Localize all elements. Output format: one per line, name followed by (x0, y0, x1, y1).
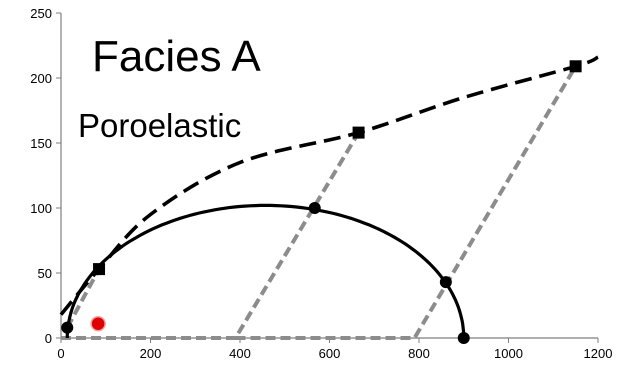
y-tick-label: 200 (30, 71, 52, 86)
x-tick-label: 600 (319, 346, 341, 361)
plot-marks (59, 55, 599, 344)
x-tick-label: 800 (408, 346, 430, 361)
y-tick-label: 100 (30, 201, 52, 216)
mohr-circle-line (65, 203, 466, 339)
x-tick-label: 400 (229, 346, 251, 361)
x-tick-label: 1000 (494, 346, 523, 361)
red-data-point (90, 315, 106, 332)
y-tick-label: 0 (45, 331, 52, 346)
envelope-square-marker (569, 60, 582, 73)
stress-path-line (235, 65, 578, 340)
y-tick-label: 250 (30, 6, 52, 21)
poroelastic-label: Poroelastic (78, 107, 241, 144)
failure-envelope-line (59, 55, 599, 316)
x-tick-label: 0 (57, 346, 64, 361)
y-tick-label: 50 (38, 266, 52, 281)
x-tick-label: 1200 (584, 346, 613, 361)
mohr-circle-point (61, 321, 74, 334)
mohr-circle-point (439, 276, 452, 289)
y-tick-label: 150 (30, 136, 52, 151)
envelope-square-marker (352, 126, 365, 139)
envelope-square-marker (93, 263, 106, 276)
stress-path-line (61, 131, 361, 340)
facies-label: Facies A (92, 32, 261, 81)
x-tick-label: 200 (140, 346, 162, 361)
mohr-circle-point (308, 202, 321, 214)
stress-path-line (65, 268, 101, 329)
mohr-circle-point (457, 332, 470, 344)
tick-labels: 0 50 100 150 200 250 0 200 400 600 800 1000 1200 (30, 6, 612, 361)
